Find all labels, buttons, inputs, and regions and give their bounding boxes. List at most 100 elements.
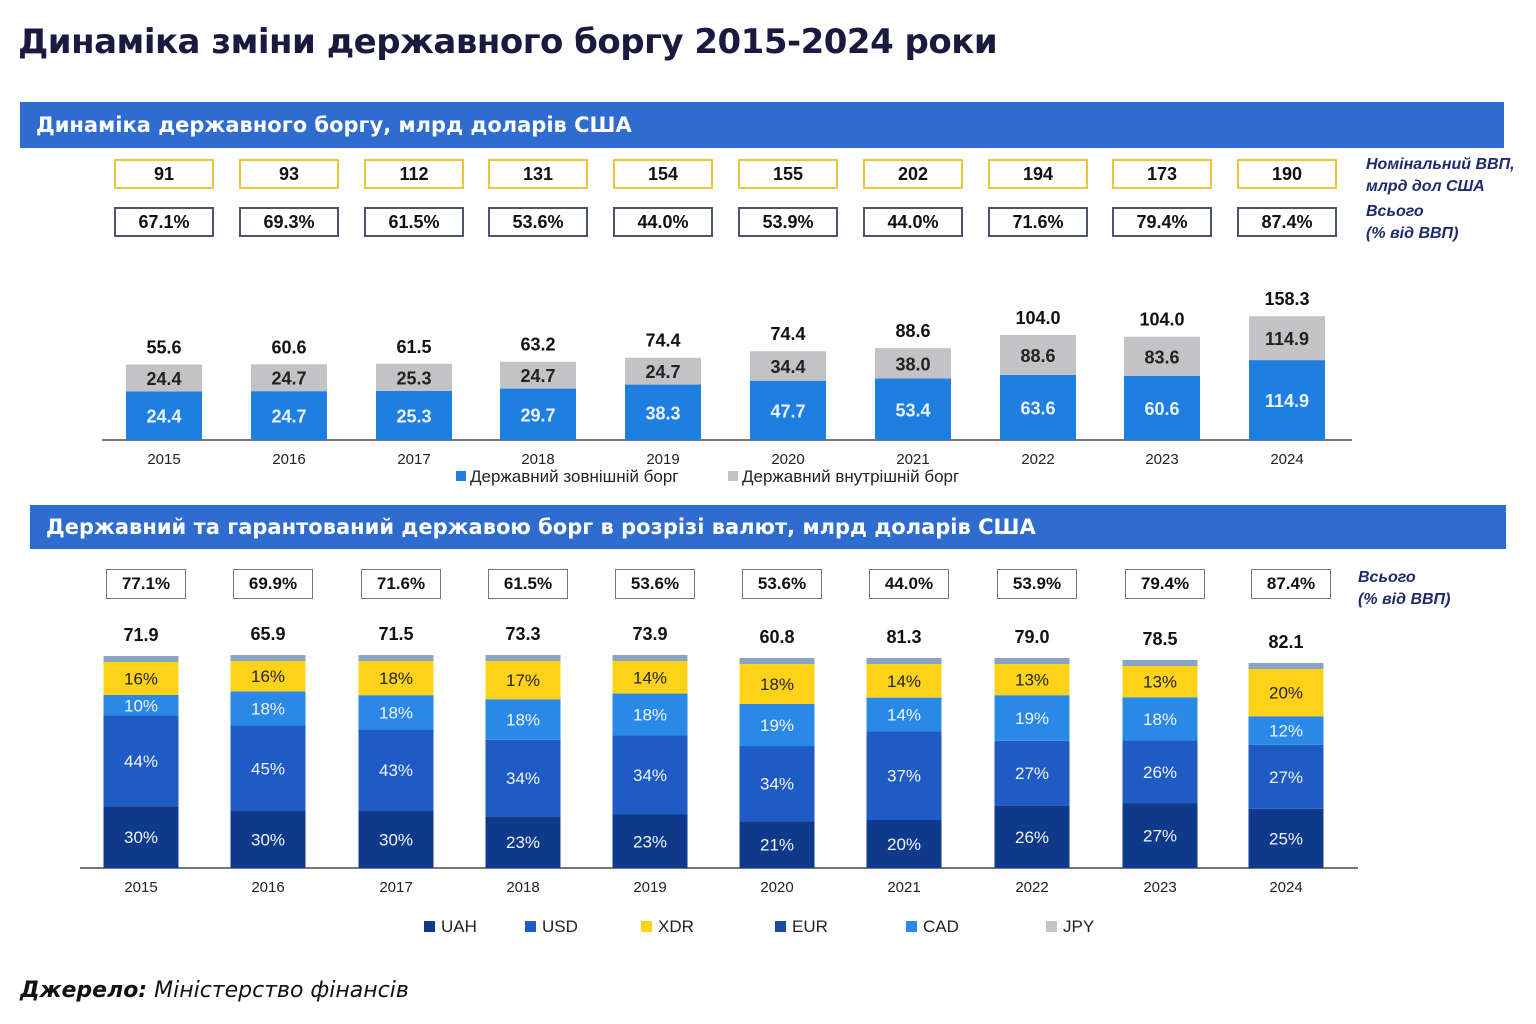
bar-segment-cad — [1122, 697, 1198, 741]
bar-external-debt — [126, 391, 202, 440]
gdp-note-line2: млрд дол США — [1366, 178, 1485, 195]
label-total-debt: 88.6 — [895, 321, 930, 341]
label-external-debt: 29.7 — [520, 405, 555, 425]
bar-external-debt — [500, 388, 576, 440]
segment-label: 45% — [251, 759, 285, 778]
legend-swatch — [525, 921, 536, 932]
bar-segment-usd — [230, 725, 306, 812]
bar-external-debt — [251, 391, 327, 440]
segment-label: 10% — [124, 696, 158, 715]
x-tick-label: 2021 — [887, 879, 920, 896]
label-total-debt: 63.2 — [520, 335, 555, 355]
guaranteed-debt-pct-gdp-box: 53.6% — [615, 569, 695, 599]
guaranteed-debt-pct-gdp-box: 53.9% — [997, 569, 1077, 599]
segment-label: 30% — [251, 831, 285, 850]
label-external-debt: 63.6 — [1020, 398, 1055, 418]
label-internal-debt: 24.7 — [645, 362, 680, 382]
bar-segment-uah — [103, 806, 179, 868]
gdp-note-line1: Номінальний ВВП, — [1366, 156, 1515, 173]
legend-label: CAD — [923, 917, 959, 936]
legend-swatch — [728, 471, 738, 481]
bar-segment-usd — [994, 740, 1070, 806]
segment-label: 23% — [633, 832, 667, 851]
bar-segment-cad — [994, 695, 1070, 741]
label-total-debt: 104.0 — [1139, 310, 1184, 330]
x-tick-label: 2015 — [147, 451, 180, 468]
bar-segment-xdr — [485, 661, 561, 700]
bar-external-debt — [875, 378, 951, 440]
bar-external-debt — [750, 380, 826, 440]
bar-external-debt — [625, 384, 701, 440]
segment-label: 44% — [124, 752, 158, 771]
x-tick-label: 2024 — [1270, 451, 1303, 468]
gdp-box: 194 — [988, 159, 1088, 189]
legend-swatch — [424, 921, 435, 932]
segment-label: 19% — [1015, 709, 1049, 728]
label-internal-debt: 24.7 — [520, 366, 555, 386]
segment-label: 16% — [124, 669, 158, 688]
guaranteed-debt-pct-gdp-box: 79.4% — [1125, 569, 1205, 599]
bar-internal-debt — [1249, 316, 1325, 361]
bar-internal-debt — [875, 348, 951, 379]
segment-label: 14% — [887, 705, 921, 724]
guaranteed-debt-pct-gdp-box: 71.6% — [361, 569, 441, 599]
pct-note-bottom-line1: Всього — [1358, 569, 1416, 586]
legend-swatch — [1046, 921, 1057, 932]
gdp-box: 131 — [488, 159, 588, 189]
label-total-debt: 71.9 — [123, 625, 158, 645]
segment-label: 25% — [1269, 829, 1303, 848]
bar-segment-xdr — [866, 664, 942, 698]
label-internal-debt: 24.4 — [146, 369, 181, 389]
bar-segment-uah — [1248, 808, 1324, 868]
guaranteed-debt-pct-gdp-box: 69.9% — [233, 569, 313, 599]
label-total-debt: 79.0 — [1014, 627, 1049, 647]
segment-label: 17% — [506, 671, 540, 690]
bar-segment-usd — [739, 746, 815, 822]
x-tick-label: 2023 — [1145, 451, 1178, 468]
source-note: Джерело: Міністерство фінансів — [20, 978, 409, 1003]
label-total-debt: 73.9 — [632, 624, 667, 644]
bar-segment-jpy — [230, 655, 306, 661]
bar-internal-debt — [126, 364, 202, 392]
bar-segment-jpy — [485, 655, 561, 661]
label-external-debt: 25.3 — [396, 406, 431, 426]
bar-internal-debt — [625, 357, 701, 385]
pct-note-top-line2: (% від ВВП) — [1366, 225, 1459, 242]
label-external-debt: 114.9 — [1265, 391, 1309, 411]
segment-label: 37% — [887, 767, 921, 786]
gdp-box: 202 — [863, 159, 963, 189]
guaranteed-debt-pct-gdp-box: 44.0% — [869, 569, 949, 599]
bar-segment-xdr — [230, 661, 306, 692]
bar-segment-xdr — [612, 661, 688, 694]
bar-internal-debt — [1000, 334, 1076, 375]
label-total-debt: 74.4 — [645, 331, 680, 351]
label-internal-debt: 34.4 — [770, 357, 805, 377]
debt-pct-gdp-box: 53.9% — [738, 207, 838, 237]
label-external-debt: 24.4 — [146, 407, 181, 427]
bar-segment-jpy — [739, 658, 815, 664]
label-internal-debt: 38.0 — [895, 354, 930, 374]
bar-segment-cad — [103, 694, 179, 716]
legend-label: Державний внутрішній борг — [742, 467, 959, 486]
gdp-box: 91 — [114, 159, 214, 189]
gdp-box: 173 — [1112, 159, 1212, 189]
bar-segment-cad — [358, 695, 434, 730]
segment-label: 30% — [124, 828, 158, 847]
label-total-debt: 73.3 — [505, 624, 540, 644]
bar-segment-cad — [230, 691, 306, 726]
bar-segment-usd — [866, 731, 942, 820]
bar-segment-uah — [866, 820, 942, 868]
label-external-debt: 53.4 — [895, 400, 930, 420]
debt-pct-gdp-box: 71.6% — [988, 207, 1088, 237]
bar-segment-usd — [103, 715, 179, 807]
bar-segment-jpy — [1122, 660, 1198, 666]
pct-note-bottom: Всього (% від ВВП) — [1358, 567, 1450, 611]
segment-label: 18% — [251, 699, 285, 718]
segment-label: 21% — [760, 836, 794, 855]
label-total-debt: 81.3 — [886, 627, 921, 647]
x-tick-label: 2020 — [760, 879, 793, 896]
bar-segment-uah — [485, 816, 561, 868]
debt-pct-gdp-box: 69.3% — [239, 207, 339, 237]
guaranteed-debt-pct-gdp-box: 61.5% — [488, 569, 568, 599]
label-total-debt: 78.5 — [1142, 629, 1177, 649]
